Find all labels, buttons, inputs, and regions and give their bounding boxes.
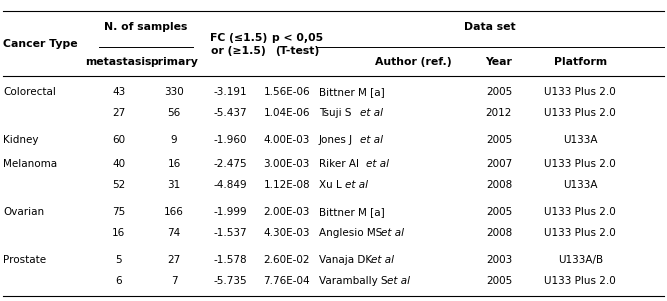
Text: 16: 16: [167, 159, 181, 169]
Text: 27: 27: [112, 108, 125, 118]
Text: Year: Year: [486, 57, 512, 67]
Text: et al: et al: [387, 275, 410, 286]
Text: 166: 166: [164, 207, 184, 217]
Text: 43: 43: [112, 87, 125, 97]
Text: 52: 52: [112, 180, 125, 190]
Text: -2.475: -2.475: [213, 159, 247, 169]
Text: 2005: 2005: [486, 135, 512, 145]
Text: U133A: U133A: [563, 180, 598, 190]
Text: 330: 330: [164, 87, 184, 97]
Text: Riker AI: Riker AI: [319, 159, 362, 169]
Text: -3.191: -3.191: [213, 87, 247, 97]
Text: Bittner M [a]: Bittner M [a]: [319, 87, 385, 97]
Text: U133A: U133A: [563, 135, 598, 145]
Text: 3.00E-03: 3.00E-03: [263, 159, 310, 169]
Text: 40: 40: [112, 159, 125, 169]
Text: -5.735: -5.735: [213, 275, 247, 286]
Text: U133 Plus 2.0: U133 Plus 2.0: [544, 275, 616, 286]
Text: -1.960: -1.960: [213, 135, 247, 145]
Text: 4.30E-03: 4.30E-03: [263, 228, 310, 238]
Text: 60: 60: [112, 135, 125, 145]
Text: -4.849: -4.849: [213, 180, 247, 190]
Text: 2.00E-03: 2.00E-03: [263, 207, 310, 217]
Text: 74: 74: [167, 228, 181, 238]
Text: Tsuji S: Tsuji S: [319, 108, 355, 118]
Text: 27: 27: [167, 255, 181, 265]
Text: Melanoma: Melanoma: [3, 159, 57, 169]
Text: -1.537: -1.537: [213, 228, 247, 238]
Text: -1.578: -1.578: [213, 255, 247, 265]
Text: U133 Plus 2.0: U133 Plus 2.0: [544, 207, 616, 217]
Text: 9: 9: [171, 135, 177, 145]
Text: U133 Plus 2.0: U133 Plus 2.0: [544, 87, 616, 97]
Text: 2012: 2012: [486, 108, 512, 118]
Text: 1.56E-06: 1.56E-06: [263, 87, 310, 97]
Text: U133 Plus 2.0: U133 Plus 2.0: [544, 108, 616, 118]
Text: p < 0,05
(T-test): p < 0,05 (T-test): [271, 33, 323, 56]
Text: Xu L: Xu L: [319, 180, 345, 190]
Text: 6: 6: [115, 275, 122, 286]
Text: Platform: Platform: [554, 57, 607, 67]
Text: -5.437: -5.437: [213, 108, 247, 118]
Text: Bittner M [a]: Bittner M [a]: [319, 207, 385, 217]
Text: et al: et al: [371, 255, 394, 265]
Text: Cancer Type: Cancer Type: [3, 39, 78, 49]
Text: Colorectal: Colorectal: [3, 87, 56, 97]
Text: et al: et al: [360, 108, 384, 118]
Text: U133 Plus 2.0: U133 Plus 2.0: [544, 159, 616, 169]
Text: Anglesio MS: Anglesio MS: [319, 228, 386, 238]
Text: Prostate: Prostate: [3, 255, 47, 265]
Text: U133 Plus 2.0: U133 Plus 2.0: [544, 228, 616, 238]
Text: -1.999: -1.999: [213, 207, 247, 217]
Text: Jones J: Jones J: [319, 135, 356, 145]
Text: 2005: 2005: [486, 207, 512, 217]
Text: 75: 75: [112, 207, 125, 217]
Text: Kidney: Kidney: [3, 135, 39, 145]
Text: 2003: 2003: [486, 255, 512, 265]
Text: et al: et al: [382, 228, 404, 238]
Text: 2007: 2007: [486, 159, 512, 169]
Text: 16: 16: [112, 228, 125, 238]
Text: N. of samples: N. of samples: [104, 22, 188, 32]
Text: 2.60E-02: 2.60E-02: [263, 255, 310, 265]
Text: U133A/B: U133A/B: [558, 255, 603, 265]
Text: 7: 7: [171, 275, 177, 286]
Text: et al: et al: [360, 135, 384, 145]
Text: 2005: 2005: [486, 275, 512, 286]
Text: 7.76E-04: 7.76E-04: [263, 275, 310, 286]
Text: Varambally S: Varambally S: [319, 275, 391, 286]
Text: 1.04E-06: 1.04E-06: [263, 108, 310, 118]
Text: 5: 5: [115, 255, 122, 265]
Text: primary: primary: [150, 57, 198, 67]
Text: 31: 31: [167, 180, 181, 190]
Text: Author (ref.): Author (ref.): [376, 57, 452, 67]
Text: 1.12E-08: 1.12E-08: [263, 180, 310, 190]
Text: 4.00E-03: 4.00E-03: [263, 135, 310, 145]
Text: metastasis: metastasis: [85, 57, 152, 67]
Text: Data set: Data set: [464, 22, 516, 32]
Text: 56: 56: [167, 108, 181, 118]
Text: 2008: 2008: [486, 228, 512, 238]
Text: 2008: 2008: [486, 180, 512, 190]
Text: Ovarian: Ovarian: [3, 207, 45, 217]
Text: Vanaja DK: Vanaja DK: [319, 255, 376, 265]
Text: et al: et al: [366, 159, 389, 169]
Text: et al: et al: [345, 180, 368, 190]
Text: 2005: 2005: [486, 87, 512, 97]
Text: FC (≤1.5)
or (≥1.5): FC (≤1.5) or (≥1.5): [210, 33, 267, 56]
